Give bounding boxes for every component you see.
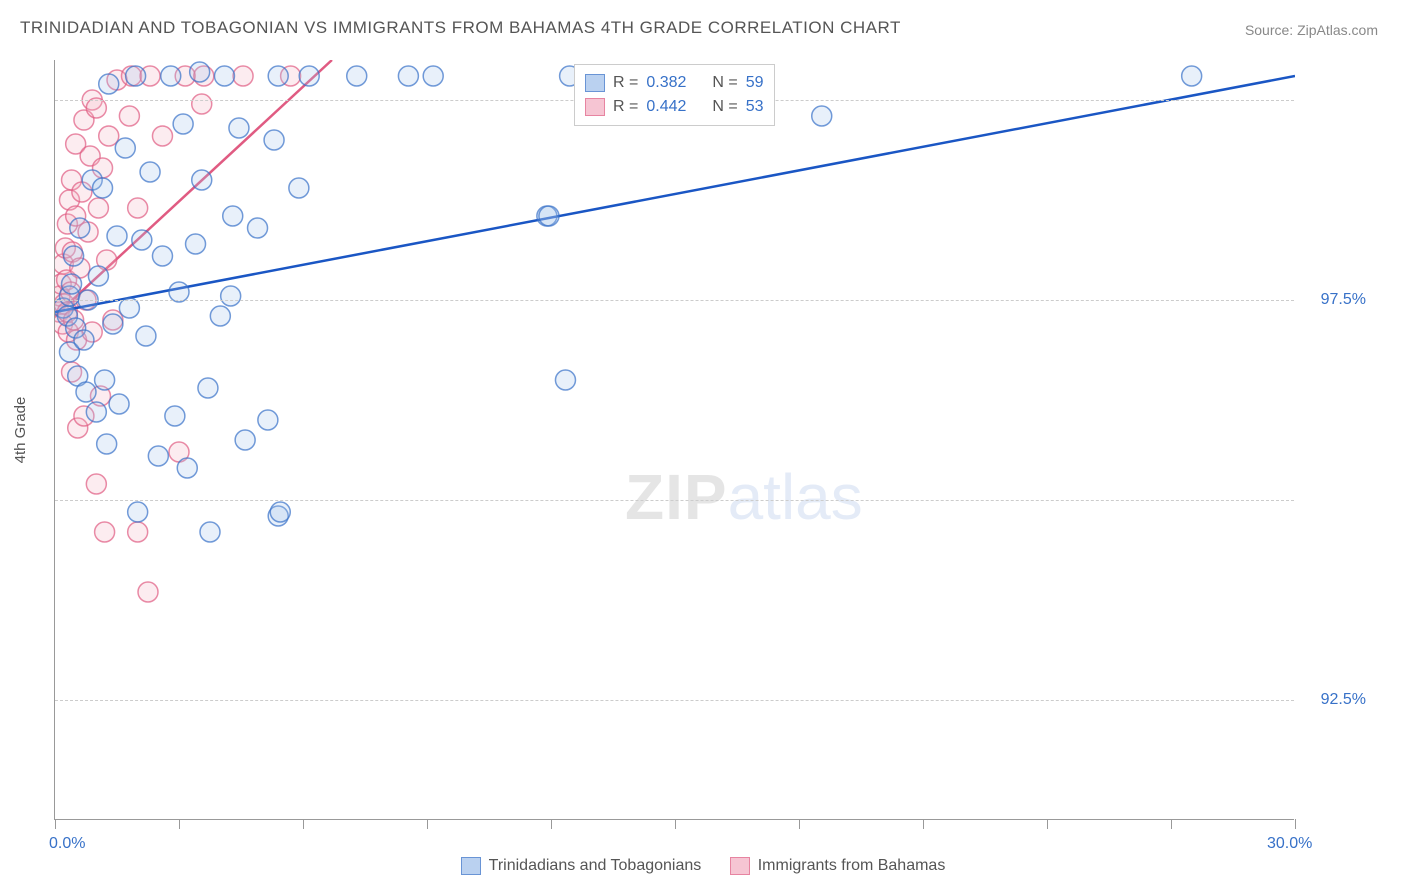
gridline (55, 300, 1294, 301)
x-tick (1047, 819, 1048, 829)
x-tick (427, 819, 428, 829)
legend-row-series-0: R = 0.382 N = 59 (585, 71, 764, 95)
x-tick (179, 819, 180, 829)
swatch-icon (730, 857, 750, 875)
swatch-series-1 (585, 98, 605, 116)
x-tick (1171, 819, 1172, 829)
legend-label-0: Trinidadians and Tobagonians (489, 857, 702, 875)
x-tick (551, 819, 552, 829)
chart-svg (55, 60, 1294, 819)
y-tick-label: 92.5% (1321, 691, 1366, 709)
x-tick (55, 819, 56, 829)
x-tick (1295, 819, 1296, 829)
plot-area: ZIPatlas 92.5%97.5%0.0%30.0% (54, 60, 1294, 820)
n-label: N = (712, 74, 737, 92)
x-tick (799, 819, 800, 829)
r-value-1: 0.442 (646, 98, 686, 116)
n-value-0: 59 (746, 74, 764, 92)
gridline (55, 500, 1294, 501)
source-label: Source: ZipAtlas.com (1245, 22, 1378, 38)
x-tick (303, 819, 304, 829)
y-axis-label: 4th Grade (12, 397, 29, 464)
legend-item-1: Immigrants from Bahamas (730, 857, 946, 875)
x-tick-label: 30.0% (1267, 835, 1312, 853)
x-tick (675, 819, 676, 829)
y-tick-label: 97.5% (1321, 291, 1366, 309)
legend-item-0: Trinidadians and Tobagonians (461, 857, 702, 875)
swatch-icon (461, 857, 481, 875)
n-value-1: 53 (746, 98, 764, 116)
n-label: N = (712, 98, 737, 116)
swatch-series-0 (585, 74, 605, 92)
x-tick (923, 819, 924, 829)
series-legend: Trinidadians and Tobagonians Immigrants … (0, 857, 1406, 880)
x-tick-label: 0.0% (49, 835, 85, 853)
r-label: R = (613, 98, 638, 116)
legend-row-series-1: R = 0.442 N = 53 (585, 95, 764, 119)
legend-label-1: Immigrants from Bahamas (758, 857, 946, 875)
r-value-0: 0.382 (646, 74, 686, 92)
chart-title: TRINIDADIAN AND TOBAGONIAN VS IMMIGRANTS… (20, 18, 901, 38)
r-label: R = (613, 74, 638, 92)
gridline (55, 700, 1294, 701)
correlation-legend: R = 0.382 N = 59 R = 0.442 N = 53 (574, 64, 775, 126)
